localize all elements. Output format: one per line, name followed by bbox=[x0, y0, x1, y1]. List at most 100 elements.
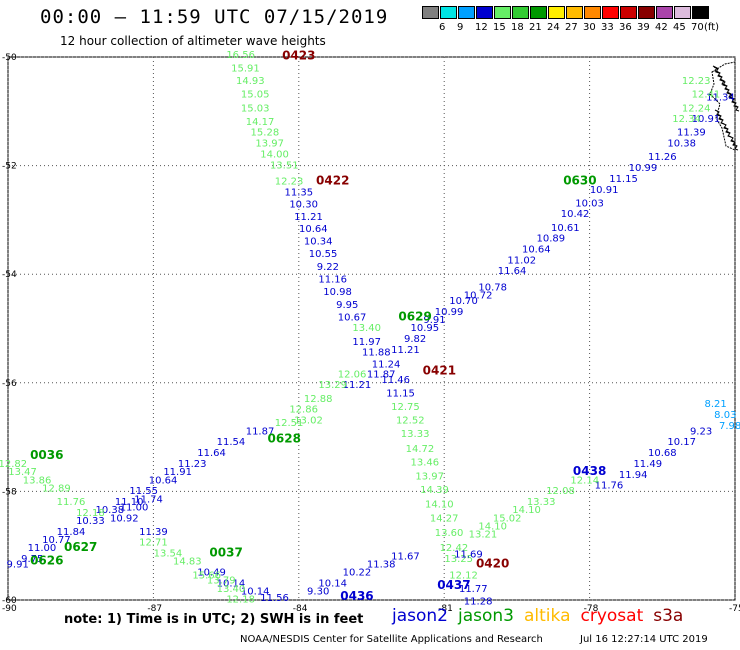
pass-time-label: 0628 bbox=[268, 432, 301, 446]
wave-height-value: 13.02 bbox=[294, 416, 323, 427]
pass-time-label: 0420 bbox=[476, 556, 509, 570]
color-scale-swatch bbox=[566, 6, 583, 19]
wave-height-value: 10.77 bbox=[42, 535, 71, 546]
wave-height-value: 11.67 bbox=[391, 551, 420, 562]
wave-height-value: 10.17 bbox=[667, 437, 696, 448]
wave-height-value: 10.38 bbox=[95, 505, 124, 516]
color-scale-swatch bbox=[458, 6, 475, 19]
wave-height-value: 10.99 bbox=[435, 307, 464, 318]
wave-height-value: 12.88 bbox=[304, 394, 333, 405]
longitude-tick-label: -87 bbox=[147, 604, 162, 614]
wave-height-value: 10.22 bbox=[343, 568, 372, 579]
wave-height-value: 13.54 bbox=[154, 549, 183, 560]
wave-height-value: 10.98 bbox=[323, 287, 352, 298]
wave-height-value: 12.23 bbox=[682, 76, 711, 87]
land-detail bbox=[727, 92, 734, 100]
wave-height-value: 13.47 bbox=[8, 467, 37, 478]
wave-height-value: 10.95 bbox=[410, 323, 439, 334]
wave-height-value: 13.46 bbox=[410, 457, 439, 468]
wave-height-value: 9.95 bbox=[336, 300, 358, 311]
land-detail bbox=[720, 79, 727, 87]
land-detail bbox=[713, 66, 720, 74]
wave-height-value: 11.24 bbox=[372, 360, 401, 371]
color-scale-swatch bbox=[620, 6, 637, 19]
wave-height-value: 13.79 bbox=[207, 576, 236, 587]
color-scale-label: 15 bbox=[493, 22, 506, 33]
wave-height-value: 12.24 bbox=[682, 103, 711, 114]
wave-height-value: 11.87 bbox=[367, 369, 396, 380]
satellite-legend-item: cryosat bbox=[580, 606, 644, 626]
map-frame bbox=[7, 56, 736, 601]
wave-height-value: 12.34 bbox=[672, 114, 701, 125]
wave-height-value: 12.08 bbox=[546, 486, 575, 497]
wave-height-value: 11.28 bbox=[464, 596, 493, 607]
wave-height-value: 10.64 bbox=[522, 244, 551, 255]
wave-height-value: 10.34 bbox=[304, 236, 333, 247]
wave-height-value: 9.75 bbox=[21, 554, 43, 565]
wave-height-value: 12.42 bbox=[440, 543, 469, 554]
wave-height-value: 13.25 bbox=[444, 554, 473, 565]
wave-height-value: 13.21 bbox=[469, 530, 498, 541]
wave-height-value: 10.33 bbox=[76, 516, 105, 527]
wave-height-value: 12.75 bbox=[391, 402, 420, 413]
wave-height-value: 11.21 bbox=[294, 212, 323, 223]
wave-height-value: 12.71 bbox=[139, 538, 168, 549]
wave-height-value: 13.86 bbox=[23, 475, 52, 486]
wave-height-value: 14.39 bbox=[420, 485, 449, 496]
satellite-legend-item: jason3 bbox=[458, 606, 514, 626]
wave-height-value: 14.27 bbox=[430, 513, 459, 524]
wave-height-value: 11.00 bbox=[120, 502, 149, 513]
wave-height-value: 12.51 bbox=[275, 418, 304, 429]
wave-height-value: 11.56 bbox=[260, 593, 289, 604]
wave-height-value: 13.33 bbox=[401, 429, 430, 440]
pass-time-label: 0437 bbox=[437, 578, 470, 592]
wave-height-value: 14.17 bbox=[246, 117, 275, 128]
land-detail bbox=[716, 113, 723, 121]
wave-height-value: 11.54 bbox=[217, 437, 246, 448]
wave-height-value: 10.55 bbox=[309, 249, 338, 260]
wave-height-value: 11.49 bbox=[633, 459, 662, 470]
wave-height-value: 12.86 bbox=[289, 405, 318, 416]
wave-height-value: 13.97 bbox=[255, 139, 284, 150]
wave-height-value: 12.12 bbox=[449, 570, 478, 581]
latitude-tick-label: -50 bbox=[2, 53, 17, 63]
pass-time-label: 0627 bbox=[64, 540, 97, 554]
wave-height-value: 10.30 bbox=[289, 199, 318, 210]
wave-height-value: 10.38 bbox=[667, 139, 696, 150]
wave-height-value: 11.35 bbox=[284, 187, 313, 198]
wave-height-value: 11.23 bbox=[178, 459, 207, 470]
color-scale-swatch bbox=[584, 6, 601, 19]
wave-height-value: 15.91 bbox=[231, 64, 260, 75]
color-scale-swatch bbox=[494, 6, 511, 19]
color-scale-swatch bbox=[440, 6, 457, 19]
wave-height-value: 11.10 bbox=[115, 497, 144, 508]
longitude-tick-label: -84 bbox=[293, 604, 308, 614]
wave-height-value: 15.03 bbox=[241, 103, 270, 114]
wave-height-value: 15.28 bbox=[251, 128, 280, 139]
wave-height-value: 10.03 bbox=[575, 198, 604, 209]
land-outline bbox=[709, 61, 736, 151]
wave-height-value: 8.03 bbox=[714, 410, 736, 421]
altimeter-tracks: 16.5615.9114.9315.0515.0314.1715.2813.97… bbox=[0, 50, 740, 607]
color-scale-label: 12 bbox=[475, 22, 488, 33]
wave-height-value: 11.21 bbox=[391, 345, 420, 356]
wave-height-value: 10.89 bbox=[537, 234, 566, 245]
land-detail bbox=[722, 83, 729, 91]
satellite-legend-item: altika bbox=[524, 606, 571, 626]
color-scale-swatch bbox=[602, 6, 619, 19]
wave-height-value: 11.34 bbox=[706, 92, 735, 103]
wave-height-value: 11.46 bbox=[381, 375, 410, 386]
color-scale-swatch bbox=[638, 6, 655, 19]
latitude-tick-label: -60 bbox=[2, 596, 17, 606]
wave-height-value: 13.33 bbox=[527, 497, 556, 508]
wave-height-value: 10.64 bbox=[299, 224, 328, 235]
wave-height-value: 11.38 bbox=[367, 559, 396, 570]
wave-height-value: 10.72 bbox=[464, 291, 493, 302]
wave-height-value: 12.14 bbox=[570, 475, 599, 486]
wave-height-value: 9.23 bbox=[690, 426, 712, 437]
wave-height-value: 12.23 bbox=[275, 177, 304, 188]
wave-height-value: 11.74 bbox=[134, 494, 163, 505]
wave-height-value: 11.55 bbox=[129, 486, 158, 497]
wave-height-value: 12.18 bbox=[76, 508, 105, 519]
wave-height-value: 10.14 bbox=[318, 578, 347, 589]
